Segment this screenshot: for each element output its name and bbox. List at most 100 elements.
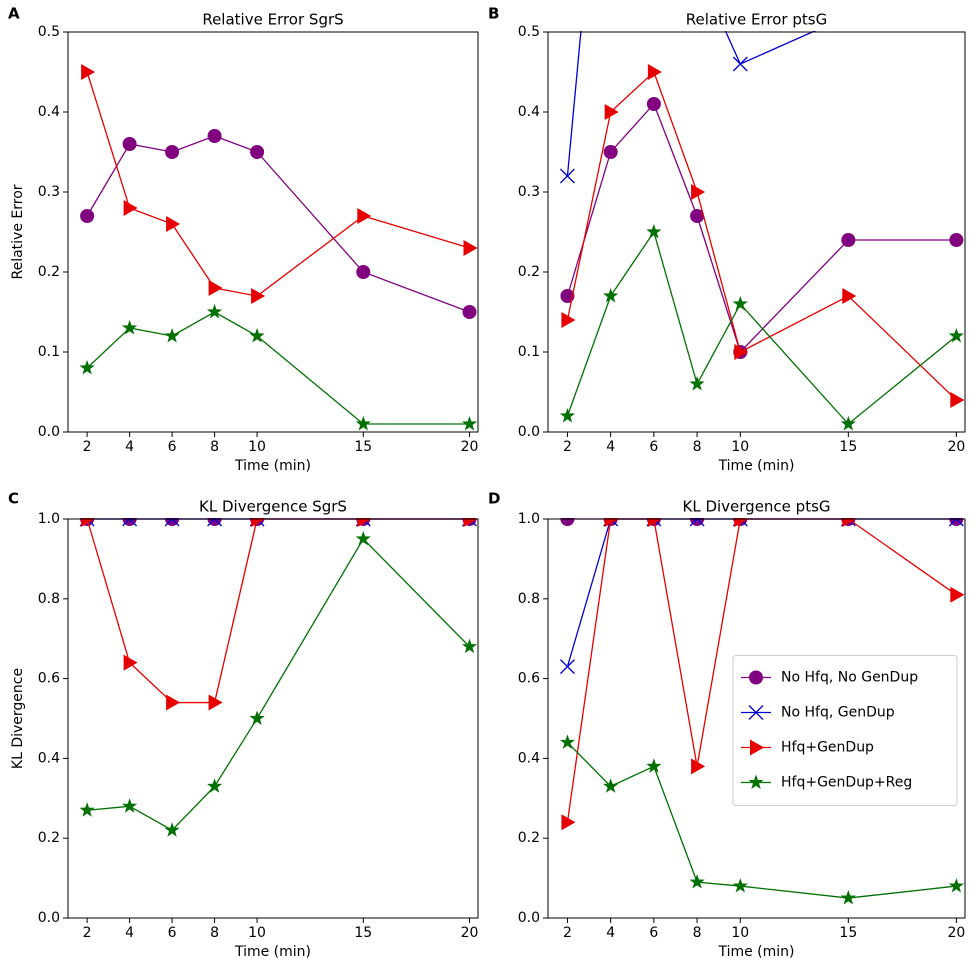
axes-frame bbox=[67, 518, 479, 919]
marker bbox=[604, 518, 619, 527]
marker bbox=[165, 145, 180, 159]
marker bbox=[842, 518, 857, 527]
marker bbox=[732, 878, 748, 893]
x-tick-label: 8 bbox=[210, 439, 219, 455]
panel-label: B bbox=[488, 5, 499, 23]
marker bbox=[690, 518, 705, 526]
y-tick-label: 0.2 bbox=[38, 830, 60, 846]
marker bbox=[646, 224, 662, 239]
marker bbox=[950, 586, 965, 603]
y-tick-label: 1.0 bbox=[518, 511, 540, 527]
marker bbox=[950, 392, 965, 408]
marker bbox=[750, 739, 764, 756]
marker bbox=[603, 288, 619, 303]
x-tick-label: 8 bbox=[210, 925, 219, 941]
y-tick-label: 0.0 bbox=[38, 910, 60, 926]
marker bbox=[647, 518, 662, 527]
marker bbox=[948, 328, 964, 343]
legend-label: Hfq+GenDup+Reg bbox=[781, 775, 912, 791]
marker bbox=[463, 518, 478, 527]
y-tick-label: 0.6 bbox=[38, 671, 60, 687]
marker bbox=[122, 320, 138, 335]
marker bbox=[841, 9, 855, 23]
marker bbox=[79, 802, 95, 817]
x-tick-label: 2 bbox=[83, 925, 92, 941]
marker bbox=[164, 328, 180, 343]
y-axis-label: Relative Error bbox=[10, 184, 26, 279]
marker bbox=[166, 216, 181, 232]
panel-label: A bbox=[8, 5, 20, 23]
marker bbox=[208, 694, 223, 711]
chart-title: Relative Error ptsG bbox=[686, 11, 827, 29]
marker bbox=[123, 200, 138, 216]
x-tick-label: 20 bbox=[461, 925, 479, 941]
series-line bbox=[86, 71, 470, 297]
marker bbox=[461, 416, 478, 431]
x-tick-label: 8 bbox=[693, 439, 702, 455]
marker bbox=[355, 416, 371, 431]
y-tick-label: 0.2 bbox=[38, 264, 60, 280]
x-tick-label: 2 bbox=[563, 439, 572, 455]
marker bbox=[357, 518, 372, 527]
marker bbox=[559, 734, 576, 749]
legend-label: No Hfq, GenDup bbox=[781, 705, 895, 721]
axes-frame bbox=[67, 31, 479, 433]
marker bbox=[560, 289, 575, 303]
marker bbox=[165, 518, 180, 526]
y-tick-label: 0.2 bbox=[518, 264, 540, 280]
marker bbox=[948, 878, 964, 893]
marker bbox=[206, 304, 223, 319]
x-tick-label: 4 bbox=[125, 439, 134, 455]
y-tick-label: 0.6 bbox=[518, 671, 540, 687]
marker bbox=[691, 184, 706, 200]
chart-title: KL Divergence ptsG bbox=[682, 498, 830, 516]
marker bbox=[80, 209, 95, 223]
x-tick-label: 4 bbox=[606, 925, 615, 941]
marker bbox=[561, 312, 576, 328]
marker bbox=[207, 129, 222, 143]
x-tick-label: 6 bbox=[649, 925, 658, 941]
marker bbox=[462, 305, 477, 319]
marker bbox=[122, 798, 138, 813]
marker bbox=[748, 774, 764, 789]
x-tick-label: 15 bbox=[839, 439, 857, 455]
marker bbox=[166, 694, 181, 711]
marker bbox=[559, 659, 575, 675]
legend: No Hfq, No GenDup No Hfq, GenDup Hfq+GenDu… bbox=[732, 655, 958, 806]
marker bbox=[689, 376, 705, 391]
y-tick-label: 0.2 bbox=[518, 830, 540, 846]
marker bbox=[647, 64, 662, 80]
series-line bbox=[566, 518, 957, 667]
y-tick-label: 1.0 bbox=[38, 511, 60, 527]
marker bbox=[463, 240, 478, 256]
marker bbox=[691, 758, 706, 775]
series-line bbox=[566, 70, 957, 401]
x-tick-label: 10 bbox=[731, 925, 749, 941]
marker bbox=[357, 208, 372, 224]
marker bbox=[734, 518, 749, 527]
x-axis-label: Time (min) bbox=[717, 944, 794, 960]
series-line bbox=[86, 135, 470, 313]
marker bbox=[748, 705, 764, 720]
marker bbox=[249, 328, 265, 343]
y-tick-label: 0.1 bbox=[518, 344, 540, 360]
y-tick-label: 0.0 bbox=[518, 910, 540, 926]
plot-area bbox=[79, 64, 478, 431]
y-tick-label: 0.8 bbox=[38, 591, 60, 607]
y-tick-label: 0.5 bbox=[38, 24, 60, 40]
y-tick-label: 0.4 bbox=[518, 750, 540, 766]
marker bbox=[603, 145, 618, 159]
y-tick-label: 0.3 bbox=[38, 184, 60, 200]
chart-title: KL Divergence SgrS bbox=[199, 498, 347, 516]
x-tick-label: 15 bbox=[354, 439, 372, 455]
marker bbox=[208, 280, 223, 296]
marker bbox=[841, 233, 856, 247]
marker bbox=[949, 518, 964, 526]
y-tick-label: 0.4 bbox=[38, 104, 60, 120]
axes-frame bbox=[547, 31, 966, 433]
marker bbox=[249, 710, 265, 725]
y-tick-label: 0.0 bbox=[38, 424, 60, 440]
series-line bbox=[86, 311, 470, 425]
marker bbox=[355, 530, 371, 546]
